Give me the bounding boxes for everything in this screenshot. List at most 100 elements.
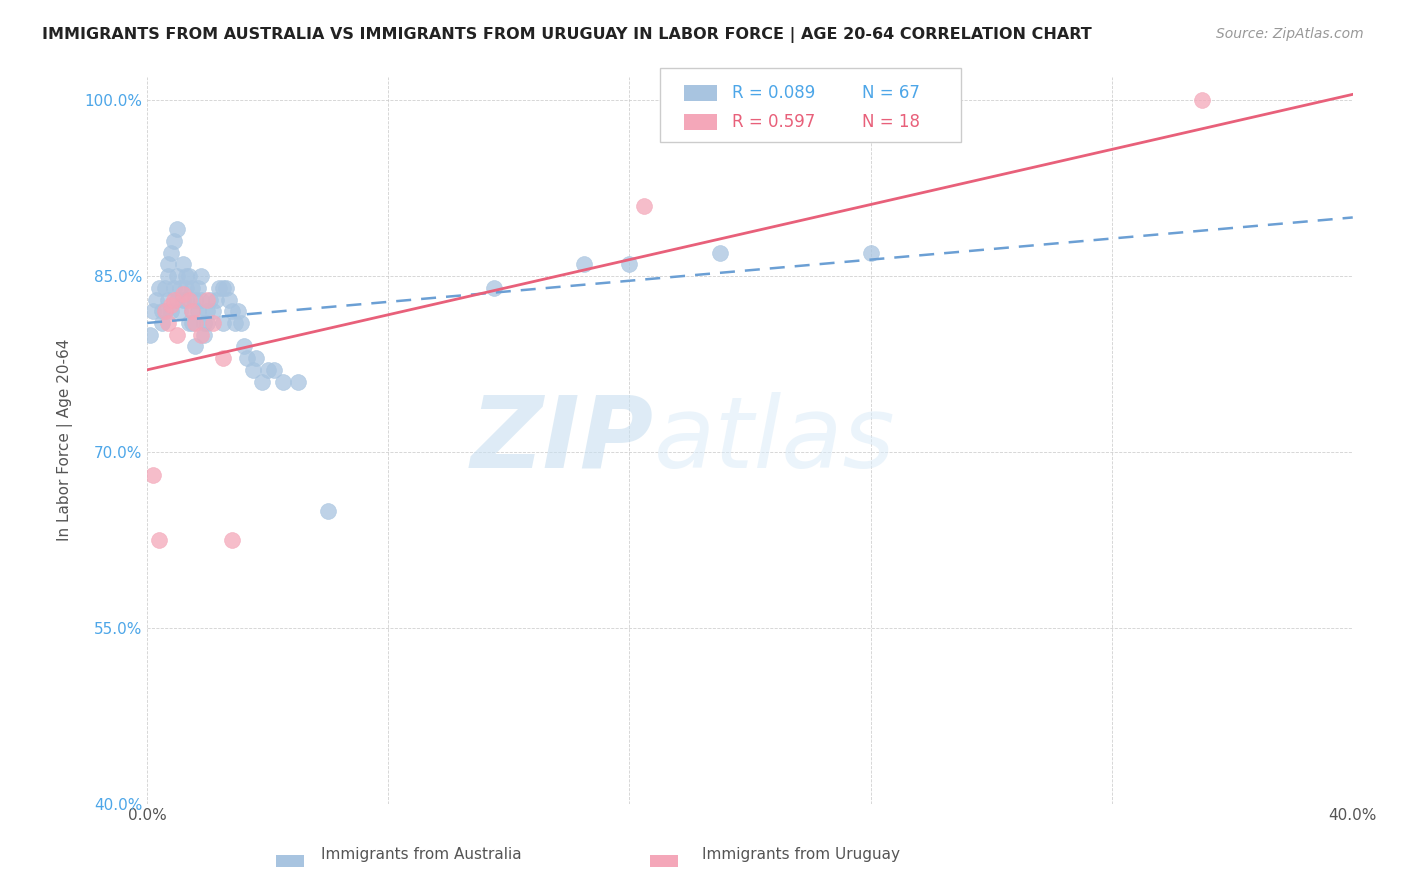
Point — [211, 351, 233, 365]
Text: IMMIGRANTS FROM AUSTRALIA VS IMMIGRANTS FROM URUGUAY IN LABOR FORCE | AGE 20-64 : IMMIGRANTS FROM AUSTRALIA VS IMMIGRANTS … — [42, 27, 1092, 43]
Point — [263, 363, 285, 377]
Point — [179, 293, 201, 307]
Point — [619, 257, 641, 271]
FancyBboxPatch shape — [683, 86, 717, 101]
Point — [148, 533, 170, 547]
Point — [145, 293, 167, 307]
Point — [150, 316, 173, 330]
Point — [221, 533, 243, 547]
Point — [229, 316, 252, 330]
Point — [1191, 93, 1213, 107]
Point — [179, 268, 201, 283]
Text: N = 18: N = 18 — [862, 112, 920, 131]
FancyBboxPatch shape — [650, 855, 678, 867]
Point — [235, 351, 257, 365]
Point — [176, 293, 198, 307]
Point — [572, 257, 595, 271]
Point — [176, 268, 198, 283]
Point — [142, 304, 165, 318]
Point — [208, 281, 231, 295]
Point — [482, 281, 505, 295]
Point — [142, 468, 165, 483]
Point — [218, 293, 240, 307]
Point — [157, 257, 180, 271]
Point — [163, 293, 186, 307]
Point — [148, 281, 170, 295]
Point — [157, 316, 180, 330]
Point — [242, 363, 264, 377]
Point — [166, 268, 188, 283]
Point — [184, 339, 207, 353]
Text: Immigrants from Uruguay: Immigrants from Uruguay — [703, 847, 900, 862]
Point — [157, 293, 180, 307]
Text: R = 0.597: R = 0.597 — [733, 112, 815, 131]
Point — [250, 375, 273, 389]
Point — [214, 281, 236, 295]
Point — [226, 304, 249, 318]
Point — [176, 281, 198, 295]
Point — [169, 281, 191, 295]
Point — [150, 304, 173, 318]
Point — [224, 316, 246, 330]
Point — [181, 304, 204, 318]
FancyBboxPatch shape — [659, 68, 960, 142]
Point — [172, 286, 194, 301]
Point — [160, 298, 183, 312]
Point — [200, 293, 222, 307]
Point — [197, 293, 219, 307]
Point — [211, 281, 233, 295]
Text: N = 67: N = 67 — [862, 84, 920, 103]
Point — [316, 503, 339, 517]
Point — [139, 327, 162, 342]
Point — [172, 257, 194, 271]
Point — [202, 304, 225, 318]
Point — [155, 304, 177, 318]
Point — [157, 268, 180, 283]
Point — [193, 327, 215, 342]
Point — [163, 234, 186, 248]
Text: Immigrants from Australia: Immigrants from Australia — [322, 847, 522, 862]
Point — [256, 363, 278, 377]
Point — [166, 327, 188, 342]
Point — [181, 281, 204, 295]
Point — [187, 304, 209, 318]
Text: ZIP: ZIP — [471, 392, 654, 489]
Point — [202, 316, 225, 330]
Point — [633, 199, 655, 213]
Point — [193, 316, 215, 330]
Point — [232, 339, 254, 353]
Point — [859, 245, 882, 260]
Point — [184, 293, 207, 307]
Point — [187, 281, 209, 295]
Point — [221, 304, 243, 318]
Point — [160, 245, 183, 260]
Point — [184, 316, 207, 330]
Point — [181, 304, 204, 318]
Point — [155, 281, 177, 295]
Text: R = 0.089: R = 0.089 — [733, 84, 815, 103]
Point — [166, 293, 188, 307]
Point — [166, 222, 188, 236]
Point — [190, 327, 212, 342]
Point — [172, 293, 194, 307]
Point — [190, 293, 212, 307]
Point — [709, 245, 731, 260]
Point — [155, 304, 177, 318]
FancyBboxPatch shape — [276, 855, 304, 867]
Point — [163, 281, 186, 295]
Text: Source: ZipAtlas.com: Source: ZipAtlas.com — [1216, 27, 1364, 41]
Y-axis label: In Labor Force | Age 20-64: In Labor Force | Age 20-64 — [58, 339, 73, 541]
Point — [287, 375, 309, 389]
Point — [271, 375, 294, 389]
Point — [197, 316, 219, 330]
Point — [197, 304, 219, 318]
Point — [179, 316, 201, 330]
Point — [205, 293, 228, 307]
Text: atlas: atlas — [654, 392, 896, 489]
Point — [211, 316, 233, 330]
Point — [190, 268, 212, 283]
Point — [181, 316, 204, 330]
Point — [160, 304, 183, 318]
Point — [245, 351, 267, 365]
FancyBboxPatch shape — [683, 114, 717, 130]
